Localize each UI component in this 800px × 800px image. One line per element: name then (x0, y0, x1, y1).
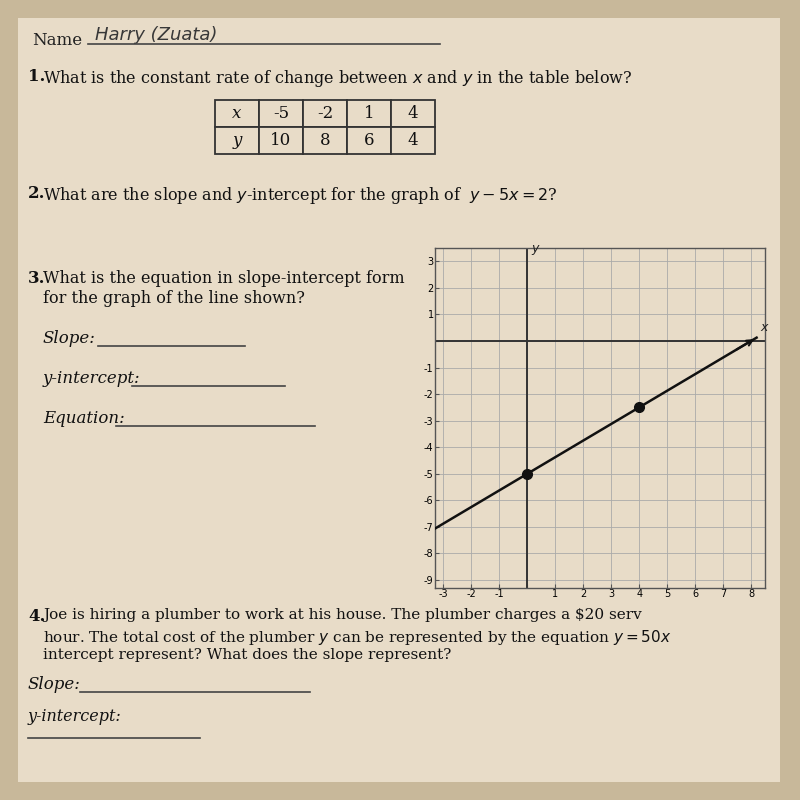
Text: What is the equation in slope-intercept form: What is the equation in slope-intercept … (43, 270, 405, 287)
Text: Harry (Zuata): Harry (Zuata) (95, 26, 218, 44)
Text: 4: 4 (408, 105, 418, 122)
Text: 6: 6 (364, 132, 374, 149)
Bar (259, 127, 303, 154)
Text: 4.: 4. (28, 608, 46, 625)
Bar (215, 100, 259, 127)
Text: y-intercept:: y-intercept: (28, 708, 122, 725)
Text: y-intercept:: y-intercept: (43, 370, 141, 387)
Text: 1: 1 (364, 105, 374, 122)
Bar (303, 127, 347, 154)
Text: y: y (531, 242, 539, 254)
Text: Slope:: Slope: (43, 330, 96, 347)
Text: y: y (232, 132, 242, 149)
Bar (347, 127, 391, 154)
Text: 3.: 3. (28, 270, 46, 287)
Text: 2.: 2. (28, 185, 46, 202)
Text: What is the constant rate of change between $x$ and $y$ in the table below?: What is the constant rate of change betw… (43, 68, 632, 89)
Text: x: x (761, 322, 768, 334)
Bar (303, 100, 347, 127)
Text: 10: 10 (270, 132, 292, 149)
Bar (391, 127, 435, 154)
Text: intercept represent? What does the slope represent?: intercept represent? What does the slope… (43, 648, 451, 662)
Text: 4: 4 (408, 132, 418, 149)
Text: What are the slope and $y$-intercept for the graph of  $y-5x=2$?: What are the slope and $y$-intercept for… (43, 185, 558, 206)
Bar (215, 127, 259, 154)
Text: 8: 8 (320, 132, 330, 149)
Text: -5: -5 (273, 105, 289, 122)
Text: -2: -2 (317, 105, 333, 122)
Bar (259, 100, 303, 127)
Text: hour. The total cost of the plumber $y$ can be represented by the equation $y=50: hour. The total cost of the plumber $y$ … (43, 628, 671, 647)
Text: Slope:: Slope: (28, 676, 81, 693)
Text: x: x (232, 105, 242, 122)
Text: 1.: 1. (28, 68, 46, 85)
Bar (391, 100, 435, 127)
Text: Equation:: Equation: (43, 410, 125, 427)
Text: Name: Name (32, 32, 82, 49)
Bar (347, 100, 391, 127)
Text: for the graph of the line shown?: for the graph of the line shown? (43, 290, 305, 307)
Text: Joe is hiring a plumber to work at his house. The plumber charges a $20 serv: Joe is hiring a plumber to work at his h… (43, 608, 642, 622)
